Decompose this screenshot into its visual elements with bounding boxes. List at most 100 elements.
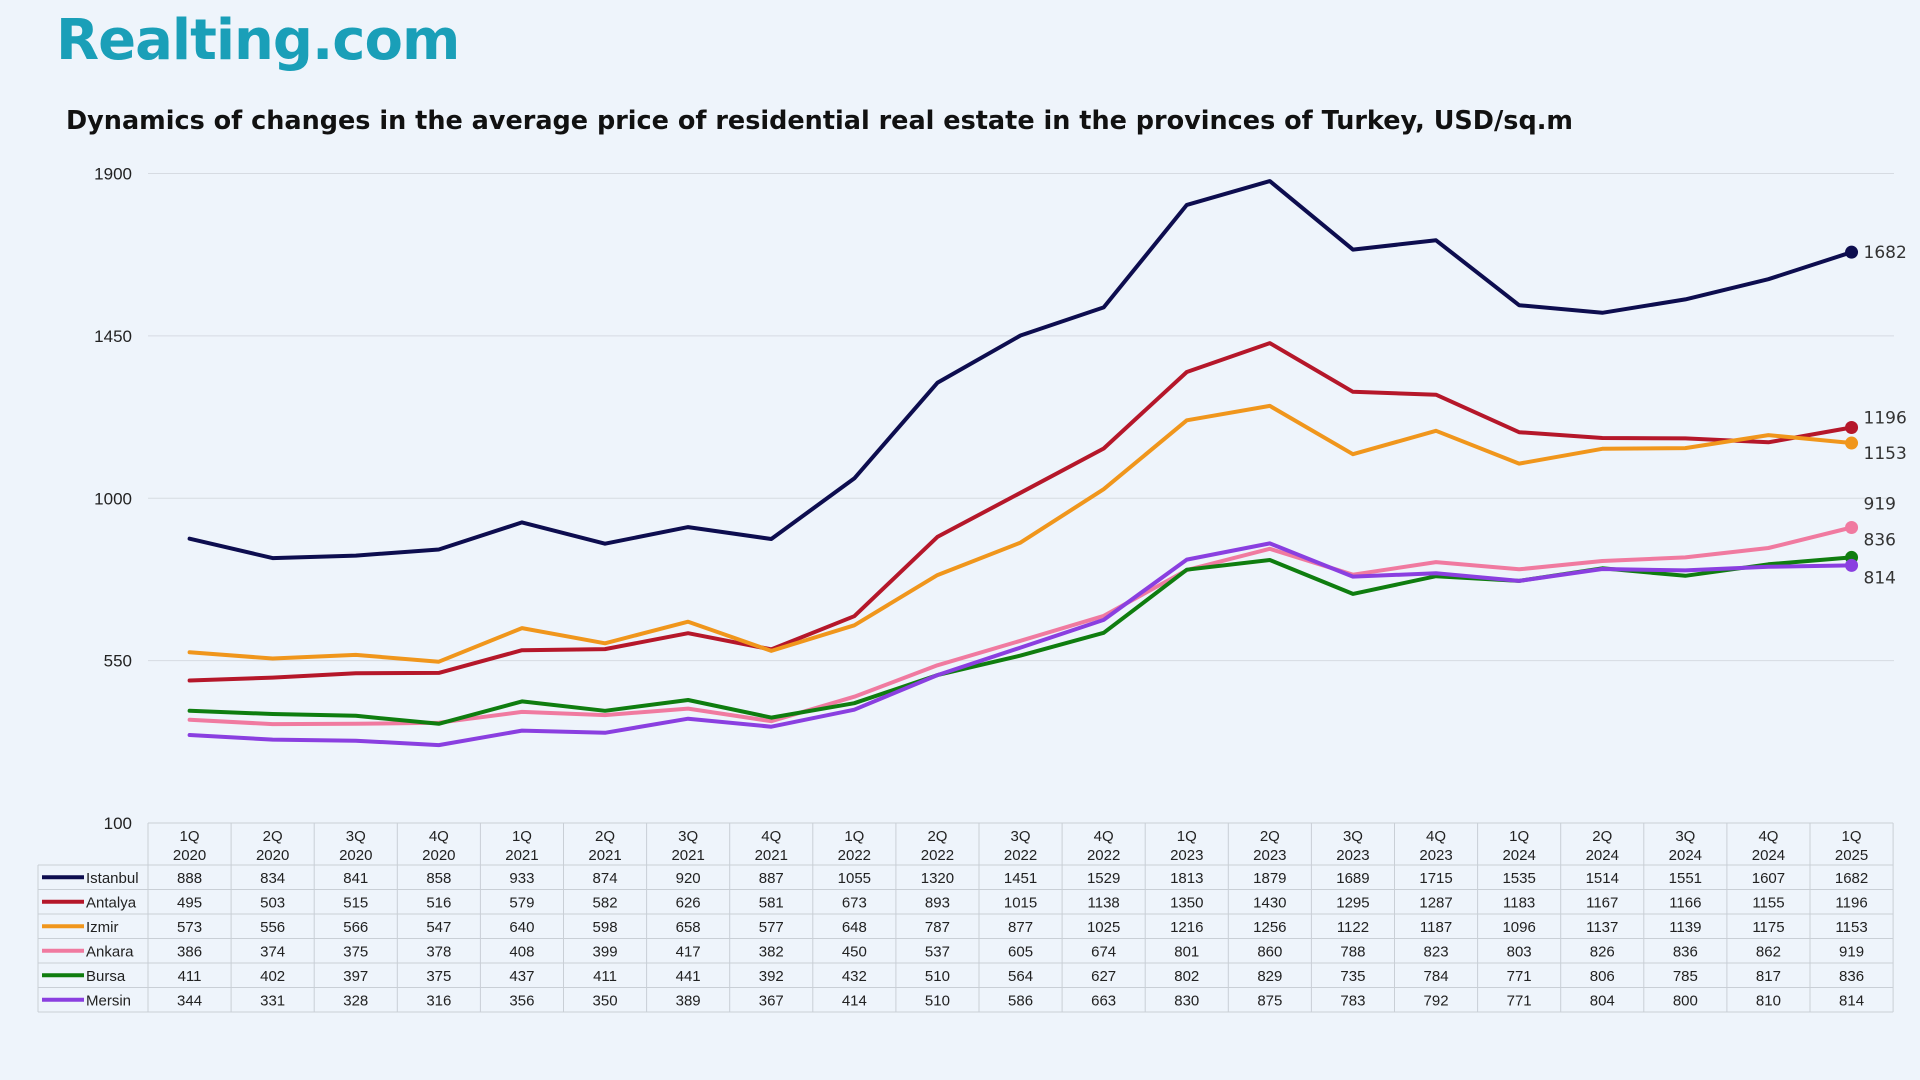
data-label: 399 (593, 943, 618, 960)
x-tick-label: 2021 (588, 847, 621, 864)
data-label: 803 (1507, 943, 1532, 960)
data-label: 810 (1756, 992, 1781, 1009)
data-label: 735 (1340, 968, 1365, 985)
data-label: 564 (1008, 968, 1033, 985)
data-label: 933 (509, 870, 534, 887)
data-label: 829 (1257, 968, 1282, 985)
x-tick-label: 2024 (1586, 847, 1619, 864)
x-tick-label: 3Q (1675, 828, 1695, 845)
data-table: 1Q 2020 2Q 2020 3Q 2020 4Q 2020 1Q 2021 2Q 2021 3Q 20… (37, 822, 1894, 1013)
y-tick-label: 1900 (94, 165, 132, 184)
data-label: 877 (1008, 919, 1033, 936)
data-label: 1025 (1087, 919, 1120, 936)
data-label: 581 (759, 894, 784, 911)
data-label: 785 (1673, 968, 1698, 985)
data-label: 1535 (1502, 870, 1535, 887)
data-label: 771 (1507, 968, 1532, 985)
data-label: 573 (177, 919, 202, 936)
data-label: 787 (925, 919, 950, 936)
end-point-mersin (1845, 558, 1859, 572)
data-label: 1813 (1170, 870, 1203, 887)
data-label: 367 (759, 992, 784, 1009)
end-label-ankara: 919 (1864, 494, 1896, 514)
chart-title: Dynamics of changes in the average price… (66, 106, 1573, 136)
x-tick-label: 2020 (422, 847, 455, 864)
data-label: 344 (177, 992, 202, 1009)
end-label-bursa: 836 (1864, 530, 1896, 550)
realting-logo[interactable]: Realting.com (56, 8, 460, 73)
data-label: 577 (759, 919, 784, 936)
data-label: 411 (178, 968, 202, 985)
data-label: 605 (1008, 943, 1033, 960)
y-tick-label: 100 (104, 814, 132, 833)
data-label: 1451 (1004, 870, 1037, 887)
data-label: 503 (260, 894, 285, 911)
x-tick-label: 2020 (256, 847, 289, 864)
data-label: 673 (842, 894, 867, 911)
legend-label: Istanbul (86, 870, 139, 887)
data-label: 495 (177, 894, 202, 911)
data-label: 1320 (921, 870, 954, 887)
data-label: 350 (593, 992, 618, 1009)
data-label: 806 (1590, 968, 1615, 985)
data-label: 378 (426, 943, 451, 960)
data-label: 888 (177, 870, 202, 887)
data-label: 1607 (1752, 870, 1785, 887)
data-label: 658 (676, 919, 701, 936)
data-label: 582 (593, 894, 618, 911)
data-label: 547 (426, 919, 451, 936)
data-label: 510 (925, 992, 950, 1009)
data-label: 841 (343, 870, 368, 887)
data-label: 830 (1174, 992, 1199, 1009)
data-label: 801 (1174, 943, 1199, 960)
x-tick-label: 1Q (1509, 828, 1529, 845)
data-label: 397 (343, 968, 368, 985)
end-point-istanbul (1845, 245, 1859, 259)
data-label: 537 (925, 943, 950, 960)
data-label: 598 (593, 919, 618, 936)
x-tick-label: 1Q (180, 828, 200, 845)
data-label: 920 (676, 870, 701, 887)
data-label: 893 (925, 894, 950, 911)
data-label: 1216 (1170, 919, 1203, 936)
x-tick-label: 4Q (761, 828, 781, 845)
series-line-ankara (187, 525, 1854, 727)
data-label: 356 (509, 992, 534, 1009)
data-label: 432 (842, 968, 867, 985)
series-lines (187, 179, 1859, 748)
series-line-istanbul (187, 179, 1854, 561)
x-tick-label: 2Q (927, 828, 947, 845)
data-label: 862 (1756, 943, 1781, 960)
x-tick-label: 2022 (1087, 847, 1120, 864)
x-tick-label: 2023 (1419, 847, 1452, 864)
legend-label: Ankara (86, 943, 134, 960)
x-tick-label: 2023 (1253, 847, 1286, 864)
x-tick-label: 2020 (339, 847, 372, 864)
data-label: 823 (1424, 943, 1449, 960)
x-tick-label: 2022 (1004, 847, 1037, 864)
y-tick-label: 1000 (94, 489, 132, 508)
data-label: 1166 (1669, 894, 1701, 911)
data-label: 437 (509, 968, 534, 985)
data-label: 875 (1257, 992, 1282, 1009)
series-line-antalya (187, 341, 1854, 683)
data-label: 1138 (1088, 894, 1120, 911)
data-label: 826 (1590, 943, 1615, 960)
data-label: 1122 (1337, 919, 1369, 936)
data-label: 1183 (1503, 894, 1535, 911)
data-label: 331 (260, 992, 285, 1009)
x-tick-label: 2025 (1835, 847, 1868, 864)
data-label: 887 (759, 870, 784, 887)
x-tick-label: 2024 (1669, 847, 1702, 864)
data-label: 408 (509, 943, 534, 960)
data-label: 389 (676, 992, 701, 1009)
data-label: 784 (1424, 968, 1449, 985)
x-tick-label: 3Q (1011, 828, 1031, 845)
data-label: 414 (842, 992, 867, 1009)
data-label: 919 (1839, 943, 1864, 960)
data-label: 586 (1008, 992, 1033, 1009)
legend-label: Izmir (86, 919, 119, 936)
y-tick-label: 1450 (94, 327, 132, 346)
data-label: 817 (1756, 968, 1781, 985)
legend-label: Mersin (86, 992, 131, 1009)
